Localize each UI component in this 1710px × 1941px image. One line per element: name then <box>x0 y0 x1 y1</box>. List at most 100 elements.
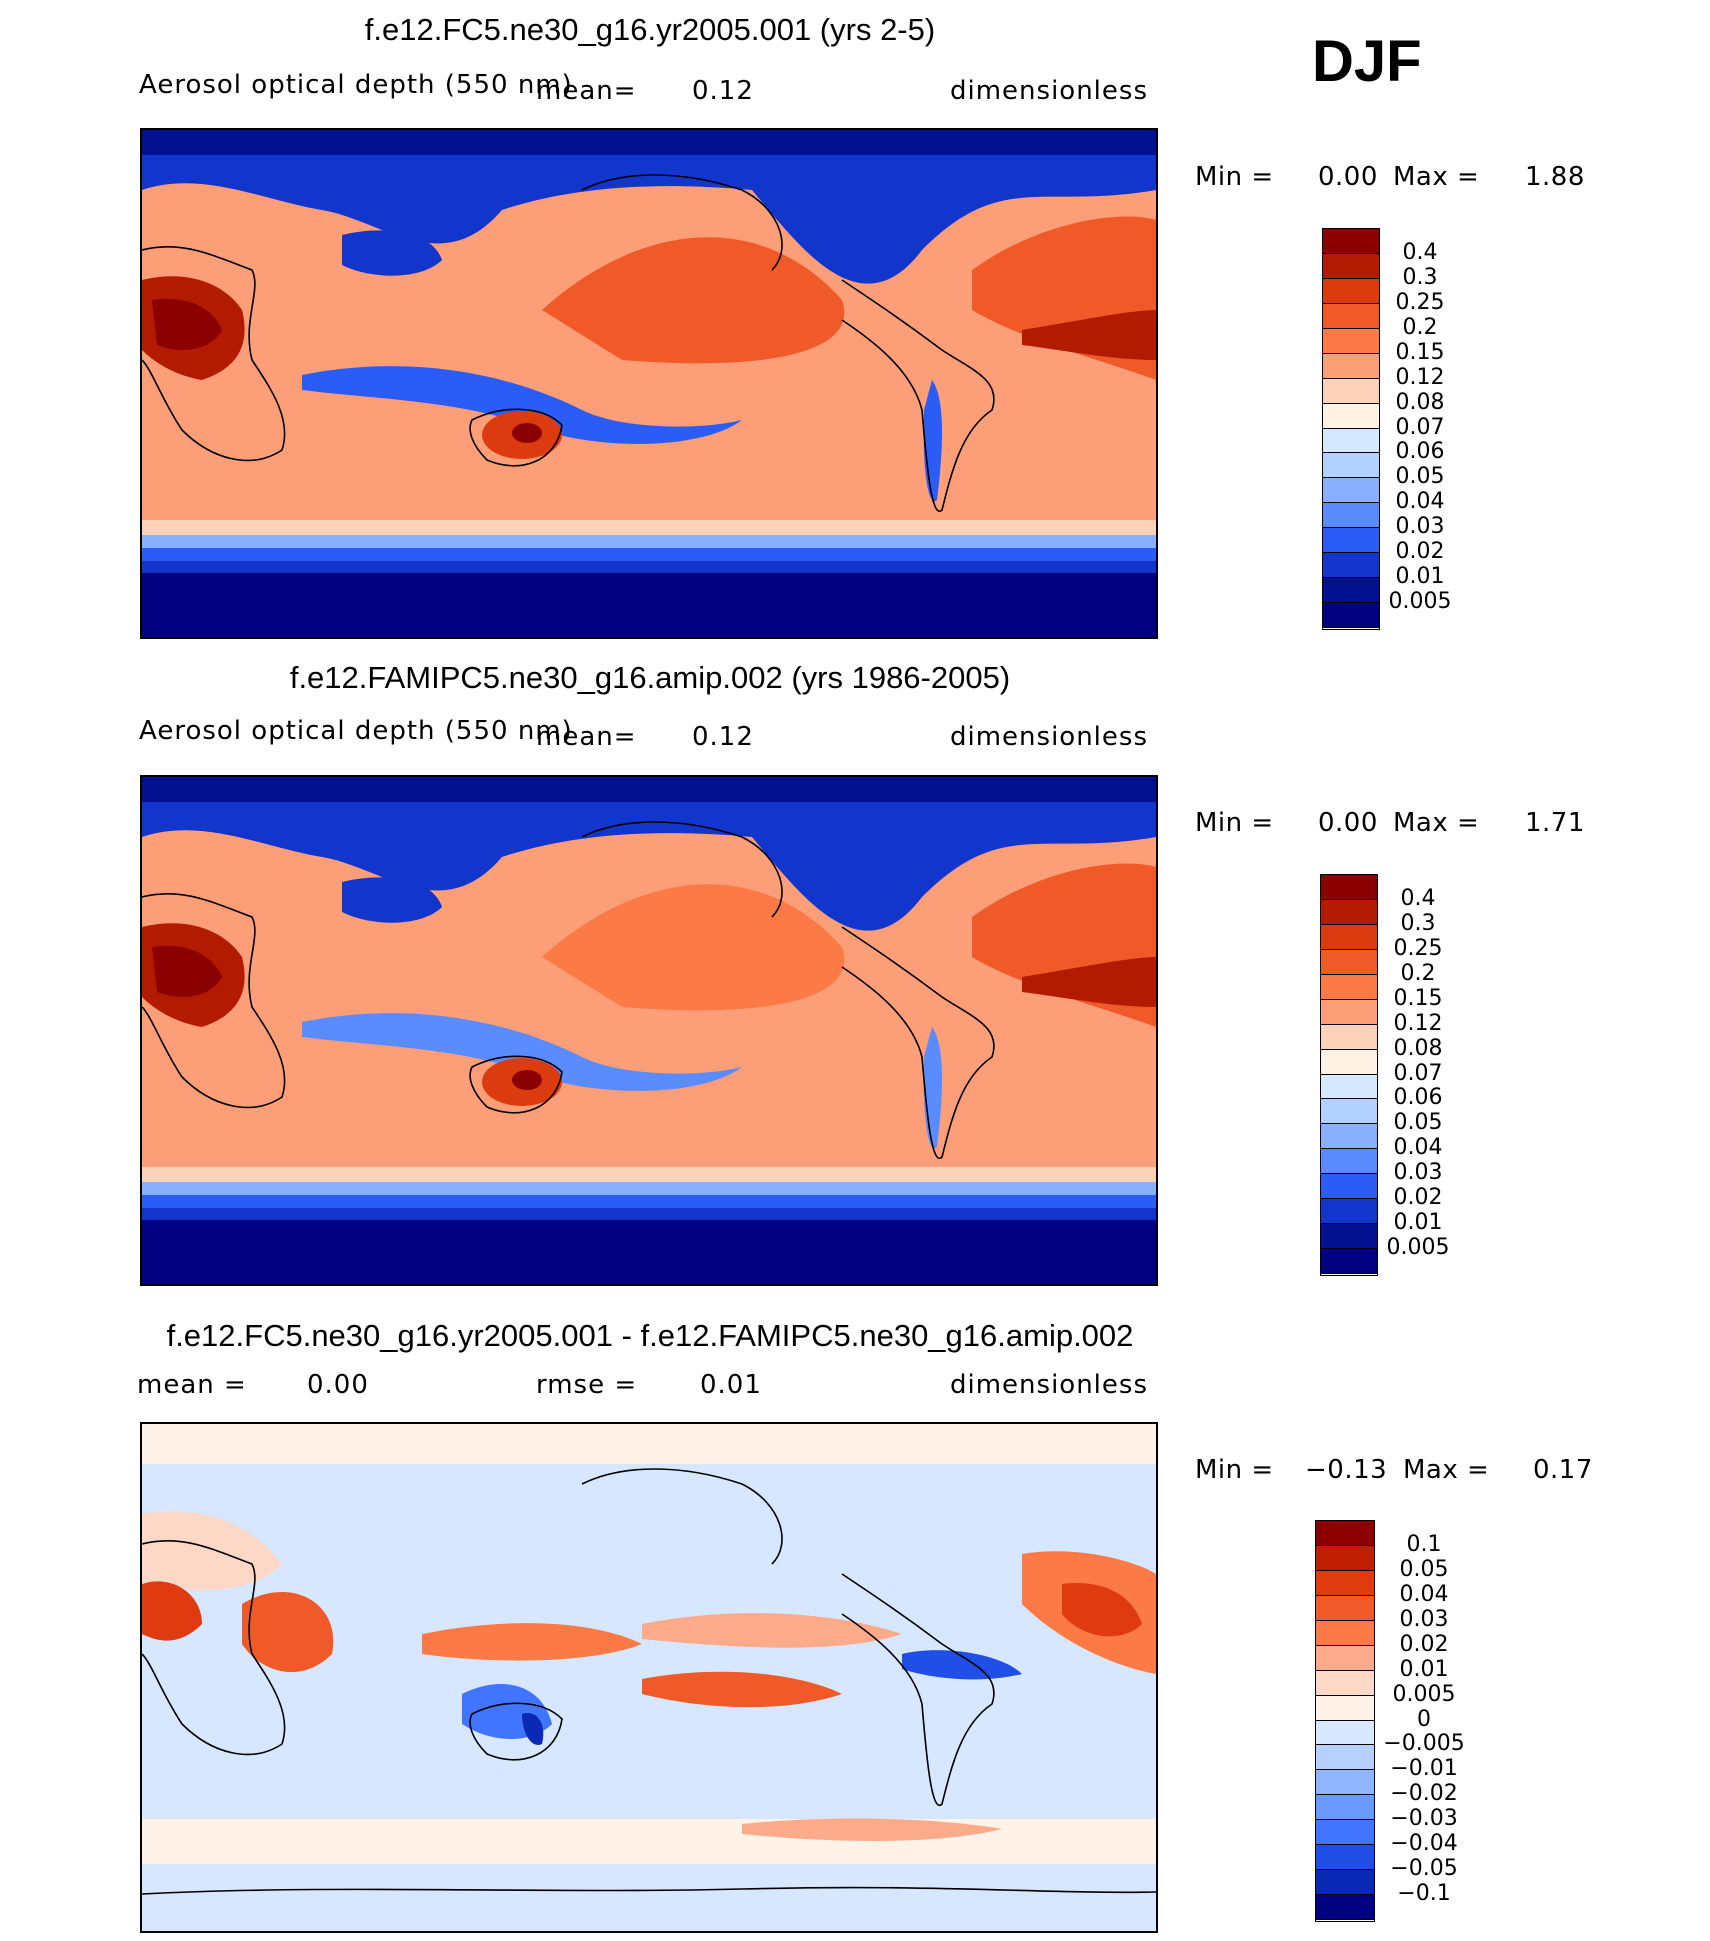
colorbar-swatch <box>1316 1570 1374 1596</box>
panel3-mean-label: mean = <box>137 1370 247 1400</box>
colorbar-swatch <box>1321 1174 1377 1200</box>
colorbar-level-label: 0.2 <box>1400 960 1436 986</box>
colorbar-swatch <box>1316 1545 1374 1571</box>
colorbar-swatch <box>1321 924 1377 950</box>
panel2-map <box>140 775 1158 1286</box>
colorbar-swatch <box>1316 1870 1374 1896</box>
panel2-variable: Aerosol optical depth (550 nm) <box>139 716 573 746</box>
colorbar-swatch <box>1321 1074 1377 1100</box>
colorbar-level-label: 0.02 <box>1399 1631 1449 1657</box>
colorbar-swatch <box>1316 1595 1374 1621</box>
panel2-mean-value: 0.12 <box>692 722 754 752</box>
colorbar-level-label: 0.08 <box>1395 389 1445 415</box>
panel3-max-label: Max = <box>1403 1455 1490 1485</box>
colorbar-swatch <box>1323 328 1379 354</box>
colorbar-level-label: 0.06 <box>1395 439 1445 465</box>
panel2-colorbar <box>1320 874 1378 1276</box>
colorbar-swatch <box>1316 1770 1374 1796</box>
panel1-map <box>140 128 1158 639</box>
colorbar-level-label: 0.03 <box>1399 1606 1449 1632</box>
panel1-mean-value: 0.12 <box>692 76 754 106</box>
panel1-variable: Aerosol optical depth (550 nm) <box>139 70 573 100</box>
colorbar-swatch <box>1321 1249 1377 1274</box>
colorbar-swatch <box>1321 1024 1377 1050</box>
colorbar-swatch <box>1323 578 1379 604</box>
colorbar-level-label: 0.25 <box>1393 935 1443 961</box>
panel1-title: f.e12.FC5.ne30_g16.yr2005.001 (yrs 2-5) <box>364 12 936 47</box>
colorbar-swatch <box>1321 1124 1377 1150</box>
panel1-max-label: Max = <box>1393 162 1480 192</box>
colorbar-level-label: 0.06 <box>1393 1085 1443 1111</box>
panel3-rmse-label: rmse = <box>536 1370 638 1400</box>
colorbar-swatch <box>1323 353 1379 379</box>
colorbar-swatch <box>1323 553 1379 579</box>
panel3-rmse-value: 0.01 <box>700 1370 762 1400</box>
colorbar-level-label: 0.3 <box>1402 264 1438 290</box>
colorbar-level-label: 0.03 <box>1395 514 1445 540</box>
colorbar-swatch <box>1316 1745 1374 1771</box>
colorbar-swatch <box>1321 1149 1377 1175</box>
colorbar-swatch <box>1321 974 1377 1000</box>
panel3-title: f.e12.FC5.ne30_g16.yr2005.001 - f.e12.FA… <box>166 1318 1134 1353</box>
colorbar-level-label: 0.04 <box>1399 1581 1449 1607</box>
panel1-colorbar <box>1322 228 1380 630</box>
colorbar-swatch <box>1316 1620 1374 1646</box>
colorbar-level-label: −0.02 <box>1390 1781 1458 1807</box>
panel3-max-value: 0.17 <box>1533 1455 1593 1485</box>
colorbar-level-label: 0.08 <box>1393 1035 1443 1061</box>
colorbar-swatch <box>1321 899 1377 925</box>
colorbar-level-label: 0.005 <box>1386 1235 1450 1261</box>
colorbar-level-label: 0.01 <box>1393 1210 1443 1236</box>
panel2-min-label: Min = <box>1195 808 1274 838</box>
panel1-max-value: 1.88 <box>1525 162 1585 192</box>
colorbar-swatch <box>1323 303 1379 329</box>
colorbar-level-label: 0.15 <box>1393 985 1443 1011</box>
colorbar-swatch <box>1323 528 1379 554</box>
panel3-colorbar <box>1315 1520 1375 1922</box>
panel1-min-value: 0.00 <box>1318 162 1378 192</box>
colorbar-level-label: 0 <box>1417 1706 1431 1732</box>
panel2-mean-label: mean= <box>536 722 637 752</box>
colorbar-swatch <box>1316 1895 1374 1920</box>
colorbar-level-label: −0.05 <box>1390 1856 1458 1882</box>
colorbar-level-label: 0.12 <box>1393 1010 1443 1036</box>
colorbar-level-label: 0.15 <box>1395 339 1445 365</box>
colorbar-level-label: −0.03 <box>1390 1806 1458 1832</box>
colorbar-level-label: 0.04 <box>1393 1135 1443 1161</box>
colorbar-swatch <box>1321 1099 1377 1125</box>
colorbar-level-label: 0.4 <box>1402 239 1438 265</box>
colorbar-level-label: 0.07 <box>1393 1060 1443 1086</box>
colorbar-level-label: 0.1 <box>1406 1531 1442 1557</box>
panel1-field <box>142 130 1156 637</box>
colorbar-swatch <box>1321 1049 1377 1075</box>
colorbar-swatch <box>1316 1795 1374 1821</box>
colorbar-swatch <box>1316 1521 1374 1546</box>
colorbar-swatch <box>1323 428 1379 454</box>
panel3-mean-value: 0.00 <box>307 1370 369 1400</box>
colorbar-level-label: 0.01 <box>1399 1656 1449 1682</box>
panel2-units: dimensionless <box>950 722 1148 752</box>
colorbar-level-label: 0.4 <box>1400 885 1436 911</box>
colorbar-swatch <box>1316 1645 1374 1671</box>
colorbar-level-label: 0.05 <box>1395 464 1445 490</box>
colorbar-level-label: −0.005 <box>1383 1731 1465 1757</box>
colorbar-swatch <box>1321 1224 1377 1250</box>
colorbar-level-label: 0.3 <box>1400 910 1436 936</box>
colorbar-swatch <box>1321 999 1377 1025</box>
panel2-max-value: 1.71 <box>1525 808 1585 838</box>
colorbar-swatch <box>1321 949 1377 975</box>
colorbar-level-label: 0.2 <box>1402 314 1438 340</box>
colorbar-level-label: 0.02 <box>1393 1185 1443 1211</box>
colorbar-level-label: −0.1 <box>1397 1881 1451 1907</box>
colorbar-swatch <box>1316 1720 1374 1746</box>
colorbar-level-label: −0.04 <box>1390 1831 1458 1857</box>
colorbar-swatch <box>1316 1670 1374 1696</box>
panel1-min-label: Min = <box>1195 162 1274 192</box>
colorbar-swatch <box>1323 229 1379 254</box>
colorbar-level-label: 0.005 <box>1392 1681 1456 1707</box>
colorbar-level-label: 0.04 <box>1395 489 1445 515</box>
colorbar-level-label: 0.03 <box>1393 1160 1443 1186</box>
panel2-min-value: 0.00 <box>1318 808 1378 838</box>
colorbar-level-label: 0.02 <box>1395 539 1445 565</box>
panel1-units: dimensionless <box>950 76 1148 106</box>
